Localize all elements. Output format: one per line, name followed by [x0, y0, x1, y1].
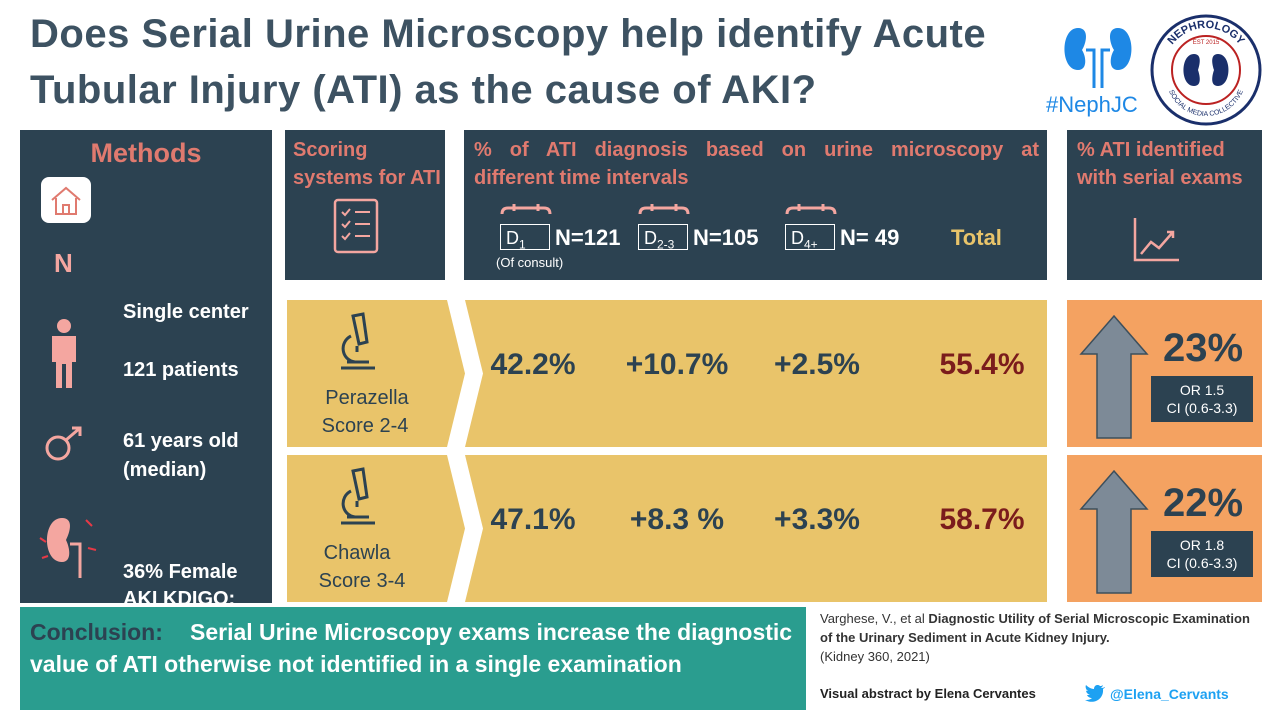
interval-letter: D: [644, 228, 657, 248]
row-range: Score 2-4: [321, 415, 409, 437]
conclusion-panel: Conclusion: Serial Urine Microscopy exam…: [20, 607, 806, 710]
serial-panel: 22% OR 1.8 CI (0.6-3.3): [1067, 455, 1262, 602]
conclusion-text: Serial Urine Microscopy exams increase t…: [190, 619, 793, 645]
up-arrow: [1079, 314, 1149, 439]
method-line: 61 years old: [123, 430, 239, 452]
house-icon: [41, 177, 91, 223]
scoring-header: Scoring systems for ATI: [285, 130, 445, 280]
serial-value: 22%: [1163, 481, 1244, 525]
methods-title: Methods: [90, 138, 202, 168]
interval-sub: 4+: [804, 237, 818, 252]
person-icon: [52, 319, 76, 388]
row-value: 42.2%: [490, 348, 576, 381]
method-item: 36% Female: [123, 558, 238, 587]
time-title: % of ATI diagnosis based on urine micros…: [474, 139, 1039, 161]
interval-n: N= 49: [840, 225, 900, 250]
up-arrow: [1079, 469, 1149, 594]
time-header: % of ATI diagnosis based on urine micros…: [464, 130, 1047, 280]
interval-letter: D: [791, 228, 804, 248]
ci-text: CI (0.6-3.3): [1166, 400, 1238, 416]
microscope-icon: [341, 467, 375, 525]
citation-title: Diagnostic Utility of Serial Microscopic…: [820, 611, 1250, 645]
calendar-top: [500, 204, 552, 215]
title: Tubular Injury (ATI) as the cause of AKI…: [30, 68, 817, 112]
method-item: 121 patients: [123, 356, 239, 385]
hashtag: #NephJC: [1046, 92, 1138, 117]
row-values-panel: 47.1% +8.3 % +3.3% 58.7%: [465, 455, 1047, 602]
citation-authors: Varghese, V., et al: [820, 611, 925, 626]
interval-box: D1: [500, 224, 550, 252]
method-line: 36% Female: [123, 560, 238, 583]
serial-header: % ATI identified with serial exams: [1067, 130, 1262, 280]
or-text: OR 1.5: [1179, 382, 1225, 398]
interval-n: N=121: [555, 225, 621, 250]
gender-icon: [45, 426, 82, 461]
title: Does Serial Urine Microscopy help identi…: [30, 12, 987, 56]
method-line: AKI KDIGO:: [123, 587, 236, 610]
time-title: different time intervals: [474, 167, 689, 189]
interval-box: D4+: [785, 224, 835, 252]
row-name: Perazella: [325, 387, 409, 409]
total-label: Total: [951, 225, 1002, 250]
microscope-icon: [341, 312, 375, 370]
serial-title: with serial exams: [1077, 167, 1243, 189]
interval-sub: 1: [519, 237, 526, 252]
row-value: +10.7%: [625, 348, 729, 381]
method-line: (median): [123, 459, 207, 481]
nephrology-logo: EST 2015 NEPHROLOGY SOCIAL MEDIA COLLECT…: [1150, 14, 1262, 126]
interval-sub: 2-3: [657, 237, 675, 252]
or-box: OR 1.8 CI (0.6-3.3): [1151, 531, 1253, 577]
row-range: Score 3-4: [318, 570, 406, 592]
checklist-icon: [333, 198, 379, 254]
kidney-logo: [1064, 28, 1132, 88]
credit: Visual abstract by Elena Cervantes: [820, 686, 1036, 701]
logo-est: EST 2015: [1193, 40, 1220, 46]
method-item: 61 years old (median): [123, 427, 239, 485]
citation-source: (Kidney 360, 2021): [820, 649, 930, 664]
row-name: Chawla: [323, 542, 391, 564]
ci-text: CI (0.6-3.3): [1166, 555, 1238, 571]
conclusion-text: value of ATI otherwise not identified in…: [30, 651, 682, 677]
conclusion-label: Conclusion:: [30, 619, 163, 645]
interval-n: N=105: [693, 225, 759, 250]
or-text: OR 1.8: [1179, 537, 1225, 553]
row-value: 58.7%: [939, 503, 1025, 536]
row-values-panel: 42.2% +10.7% +2.5% 55.4%: [465, 300, 1047, 447]
row-value: +2.5%: [774, 348, 860, 381]
serial-title: % ATI identified: [1077, 139, 1225, 161]
row-value: 55.4%: [939, 348, 1025, 381]
twitter-icon: [1085, 685, 1105, 702]
calendar-top: [785, 204, 837, 215]
interval-box: D2-3: [638, 224, 688, 252]
method-line: 121 patients: [123, 358, 239, 381]
row-value: +8.3 %: [629, 503, 725, 536]
or-box: OR 1.5 CI (0.6-3.3): [1151, 376, 1253, 422]
interval-letter: D: [506, 228, 519, 248]
trend-icon: [1133, 218, 1179, 262]
citation: Varghese, V., et al Diagnostic Utility o…: [820, 609, 1265, 666]
method-line: Single center: [123, 300, 249, 323]
methods-panel: Methods N: [20, 130, 272, 603]
serial-value: 23%: [1163, 326, 1244, 370]
calendar-top: [638, 204, 690, 215]
twitter-handle: @Elena_Cervants: [1110, 686, 1229, 702]
row-value: 47.1%: [490, 503, 576, 536]
serial-panel: 23% OR 1.5 CI (0.6-3.3): [1067, 300, 1262, 447]
interval-note: (Of consult): [496, 255, 564, 270]
method-item: Single center: [123, 298, 249, 327]
kidney-pain-icon: [39, 518, 97, 578]
row-label-panel: Chawla Score 3-4: [287, 455, 465, 602]
row-label-panel: Perazella Score 2-4: [287, 300, 465, 447]
scoring-title: systems for ATI: [293, 167, 441, 189]
scoring-title: Scoring: [293, 139, 368, 161]
n-icon: N: [54, 248, 73, 278]
row-value: +3.3%: [774, 503, 860, 536]
